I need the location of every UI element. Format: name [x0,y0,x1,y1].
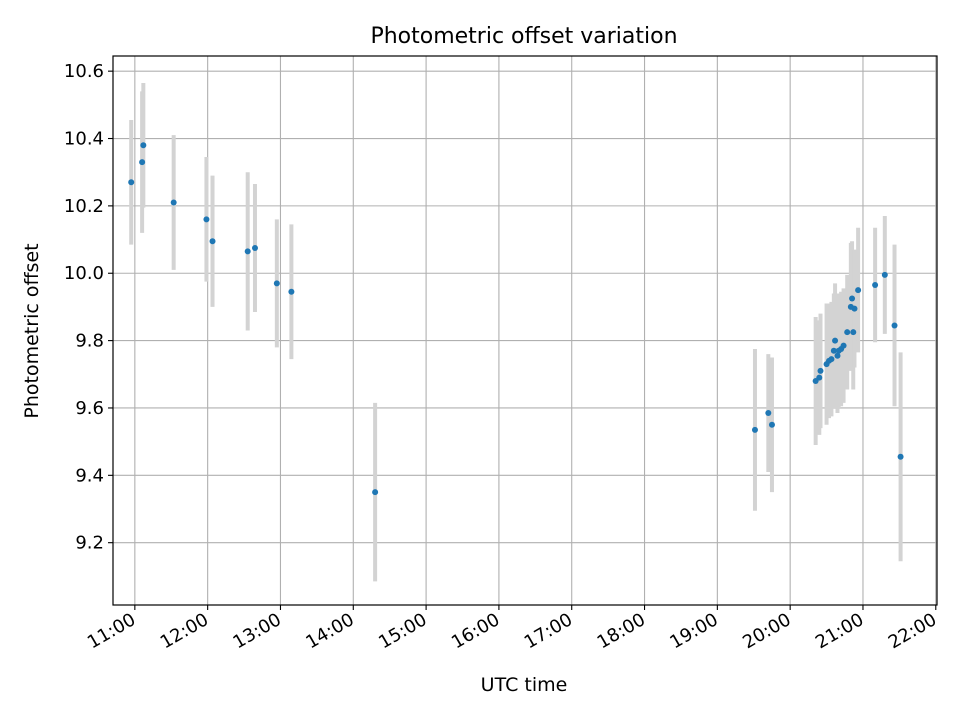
y-tick-label: 9.2 [75,533,104,554]
y-tick-label: 10.0 [64,263,104,284]
x-axis-label: UTC time [481,674,568,696]
y-tick-label: 10.2 [64,196,104,217]
data-point [844,329,851,336]
data-point [139,159,146,166]
data-point [170,199,177,206]
data-point [840,342,847,349]
y-tick-label: 9.8 [75,331,104,352]
data-point [816,374,823,381]
y-axis-label: Photometric offset [21,243,43,418]
data-point [832,337,839,344]
y-tick-label: 10.6 [64,61,104,82]
data-point [849,295,856,302]
data-point [765,410,772,417]
data-point [891,322,898,329]
data-point [855,287,862,294]
data-point [288,288,295,295]
data-point [872,282,879,289]
plot-frame [112,55,938,606]
grid-lines [113,56,937,605]
data-point [128,179,135,186]
chart-title: Photometric offset variation [370,24,677,49]
data-point [203,216,210,223]
y-tick-label: 10.4 [64,129,104,150]
data-point [897,453,904,460]
data-point [817,367,824,374]
data-point [768,421,775,428]
y-tick-label: 9.4 [75,465,104,486]
data-point [372,489,379,496]
data-point [209,238,216,245]
data-point [828,356,835,363]
data-point [881,271,888,278]
data-point [140,142,147,149]
data-points [128,142,904,496]
data-point [834,352,841,359]
data-point [830,347,837,354]
y-axis-ticks: 9.2 9.4 9.6 9.8 10.0 10.2 10.4 10.6 [64,61,113,554]
data-point [850,329,857,336]
data-point [751,426,758,433]
data-point [244,248,251,255]
data-point [273,280,280,287]
data-point [251,244,258,251]
data-point [851,305,858,312]
y-tick-label: 9.6 [75,398,104,419]
